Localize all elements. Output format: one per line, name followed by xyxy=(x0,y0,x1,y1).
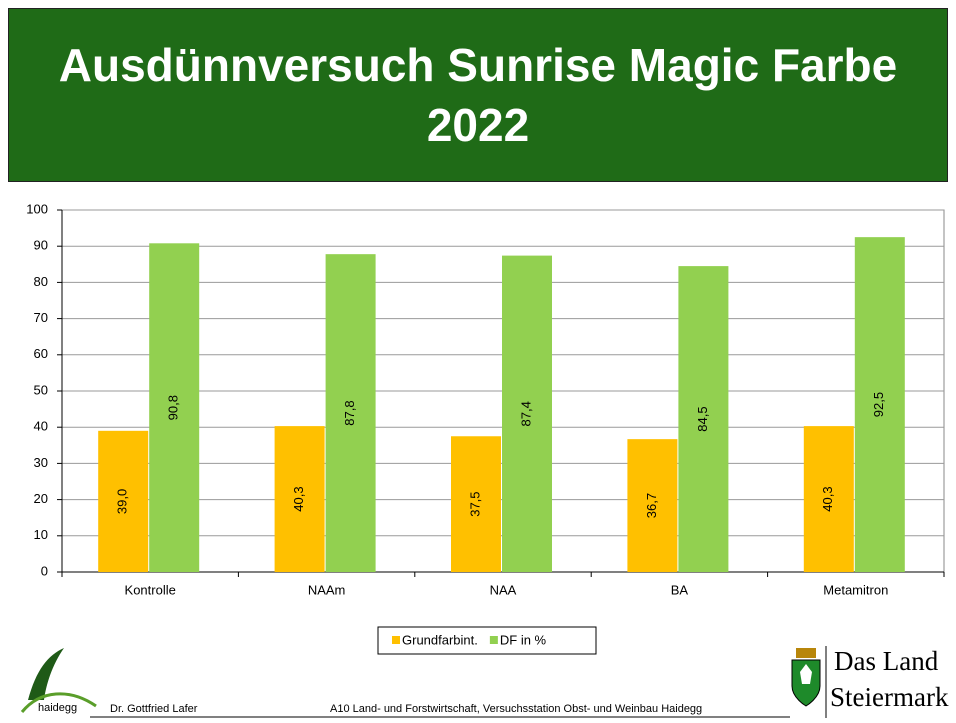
legend-label: Grundfarbint. xyxy=(402,632,478,647)
bar xyxy=(502,255,552,572)
x-tick-label: BA xyxy=(671,582,689,597)
logo-mark xyxy=(20,648,97,713)
bar xyxy=(854,237,905,572)
value-label: 37,5 xyxy=(467,491,482,516)
y-tick-label: 0 xyxy=(41,563,48,578)
legend-label: DF in % xyxy=(500,632,547,647)
legend-box xyxy=(377,626,597,655)
bar xyxy=(678,266,729,572)
value-label: 39,0 xyxy=(115,489,130,514)
chart-title: Ausdünnversuch Sunrise Magic Farbe 2022 xyxy=(58,39,898,151)
logo-text: haidegg xyxy=(38,702,77,714)
y-tick-label: 30 xyxy=(34,455,48,470)
y-tick-label: 100 xyxy=(26,201,48,216)
author: Dr. Gottfried Lafer xyxy=(110,703,198,715)
header: Ausdünnversuch Sunrise Magic Farbe 2022 xyxy=(8,8,948,182)
bar xyxy=(149,243,200,572)
legend-swatch xyxy=(392,636,400,644)
value-label: 40,3 xyxy=(820,486,835,511)
y-tick-label: 40 xyxy=(34,419,48,434)
value-label: 84,5 xyxy=(695,406,710,431)
value-label: 90,8 xyxy=(166,395,181,420)
bar xyxy=(451,436,501,572)
y-tick-label: 60 xyxy=(34,346,48,361)
bar xyxy=(803,426,854,572)
x-tick-label: Metamitron xyxy=(823,582,888,597)
value-label: 87,8 xyxy=(342,400,357,425)
y-tick-label: 20 xyxy=(34,491,48,506)
bar xyxy=(325,254,376,572)
x-tick-label: NAA xyxy=(490,582,517,597)
institution: A10 Land- und Forstwirtschaft, Versuchss… xyxy=(330,703,702,715)
bar xyxy=(98,430,149,572)
bar xyxy=(274,426,325,572)
bar xyxy=(627,439,678,572)
x-tick-label: Kontrolle xyxy=(125,582,176,597)
brand-line: Steiermark xyxy=(830,682,949,712)
value-label: 36,7 xyxy=(644,493,659,518)
value-label: 40,3 xyxy=(291,486,306,511)
x-tick-label: NAAm xyxy=(308,582,346,597)
y-tick-label: 50 xyxy=(34,382,48,397)
legend-swatch xyxy=(489,636,498,644)
y-tick-label: 90 xyxy=(34,238,48,253)
coat-of-arms xyxy=(791,648,821,707)
y-tick-label: 70 xyxy=(34,310,48,325)
value-label: 87,4 xyxy=(518,401,533,426)
value-label: 92,5 xyxy=(871,392,886,417)
y-tick-label: 10 xyxy=(34,527,48,542)
brand-line: Das Land xyxy=(834,646,939,676)
y-tick-label: 80 xyxy=(34,274,48,289)
